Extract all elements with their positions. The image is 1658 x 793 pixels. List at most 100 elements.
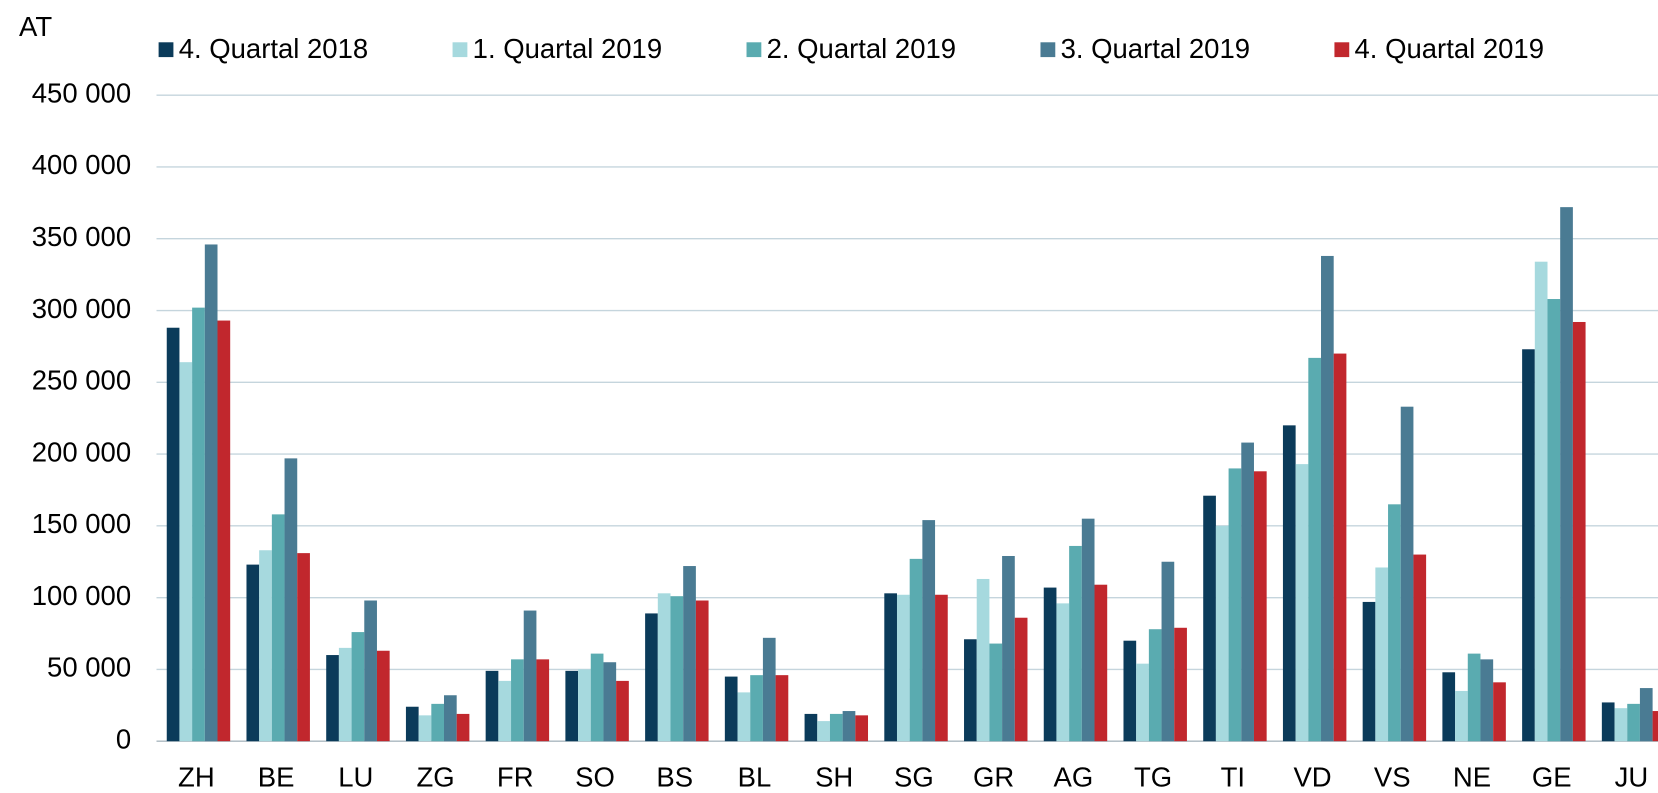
bar [657, 593, 671, 742]
bar [935, 594, 948, 742]
legend-label: 1. Quartal 2019 [473, 33, 662, 64]
bar [1614, 708, 1628, 742]
bar [431, 703, 445, 742]
x-tick-label: VD [1293, 762, 1331, 793]
bar [616, 680, 629, 742]
x-tick-label: AG [1054, 762, 1094, 793]
bar [217, 320, 231, 742]
x-tick-label: TI [1221, 762, 1245, 793]
bar [511, 659, 524, 742]
bar [762, 637, 776, 742]
bar [590, 653, 604, 742]
y-tick-label: 50 000 [47, 652, 131, 683]
legend-swatch [158, 42, 174, 58]
y-tick-label: 400 000 [32, 149, 131, 180]
bar [1639, 688, 1653, 742]
bar [1094, 584, 1108, 742]
bar [603, 662, 617, 742]
bar [922, 520, 936, 742]
bar [1148, 629, 1162, 742]
bar [817, 721, 830, 742]
bar [326, 655, 339, 742]
bar [271, 514, 285, 742]
bar [246, 564, 260, 742]
bar [1480, 659, 1494, 742]
bar [456, 713, 470, 742]
bar [1253, 471, 1267, 742]
x-tick-label: ZH [178, 762, 215, 793]
y-tick-label: 250 000 [32, 365, 131, 396]
bar [351, 632, 365, 742]
bar [1241, 442, 1254, 742]
bar [1333, 353, 1347, 742]
legend-label: 4. Quartal 2018 [179, 33, 368, 64]
y-tick-label: 150 000 [32, 508, 131, 539]
x-tick-label: BS [656, 762, 693, 793]
bar [1362, 601, 1376, 742]
legend-label: 3. Quartal 2019 [1061, 33, 1250, 64]
bar [1174, 627, 1187, 742]
bar [166, 327, 180, 742]
bar [418, 715, 432, 742]
legend-label: 4. Quartal 2019 [1355, 33, 1544, 64]
bar [204, 244, 218, 742]
bar [1413, 554, 1427, 742]
legend-swatch [452, 42, 468, 58]
bar [976, 578, 990, 742]
y-tick-label: 200 000 [32, 436, 131, 467]
bar [737, 692, 751, 742]
bar [645, 613, 658, 742]
bar [498, 680, 512, 742]
bar [1043, 587, 1057, 742]
bar [179, 362, 193, 742]
bar [1161, 561, 1175, 742]
y-tick-label: 350 000 [32, 221, 131, 252]
y-tick-label: 0 [116, 723, 131, 754]
bar [964, 639, 977, 742]
legend-swatch [746, 42, 762, 58]
x-tick-label: SO [575, 762, 615, 793]
bar [989, 643, 1003, 742]
bar [724, 676, 738, 742]
bar [695, 600, 709, 742]
bar [444, 695, 457, 742]
bar [1627, 703, 1640, 742]
x-tick-label: FR [497, 762, 534, 793]
bar [284, 458, 298, 742]
x-tick-label: GE [1532, 762, 1572, 793]
bar [829, 713, 843, 742]
bar [1282, 425, 1296, 742]
bar [376, 650, 390, 742]
bar [1215, 525, 1229, 742]
bar [523, 610, 537, 742]
bar [884, 593, 897, 742]
bar [804, 713, 818, 742]
bar [1081, 518, 1095, 742]
x-tick-label: ZG [416, 762, 454, 793]
bar [1572, 321, 1586, 742]
y-tick-label: 100 000 [32, 580, 131, 611]
x-tick-label: GR [973, 762, 1014, 793]
bar [909, 558, 923, 742]
x-tick-label: LU [338, 762, 373, 793]
bar [192, 307, 205, 742]
bar [1560, 207, 1573, 742]
y-tick-label: 450 000 [32, 77, 131, 108]
bar [1308, 357, 1322, 742]
bar [1123, 640, 1137, 742]
legend-swatch [1334, 42, 1350, 58]
bar [1522, 349, 1535, 742]
bar [1455, 690, 1468, 742]
bar [1228, 468, 1242, 742]
bar [683, 566, 696, 742]
bar [1321, 255, 1334, 742]
bar [405, 706, 419, 742]
bar [896, 594, 910, 742]
legend-swatch [1040, 42, 1056, 58]
bar [536, 659, 550, 742]
x-tick-label: BE [258, 762, 295, 793]
bar [1534, 261, 1548, 742]
bar [750, 675, 763, 742]
x-tick-label: SG [894, 762, 934, 793]
bar [1069, 545, 1082, 742]
